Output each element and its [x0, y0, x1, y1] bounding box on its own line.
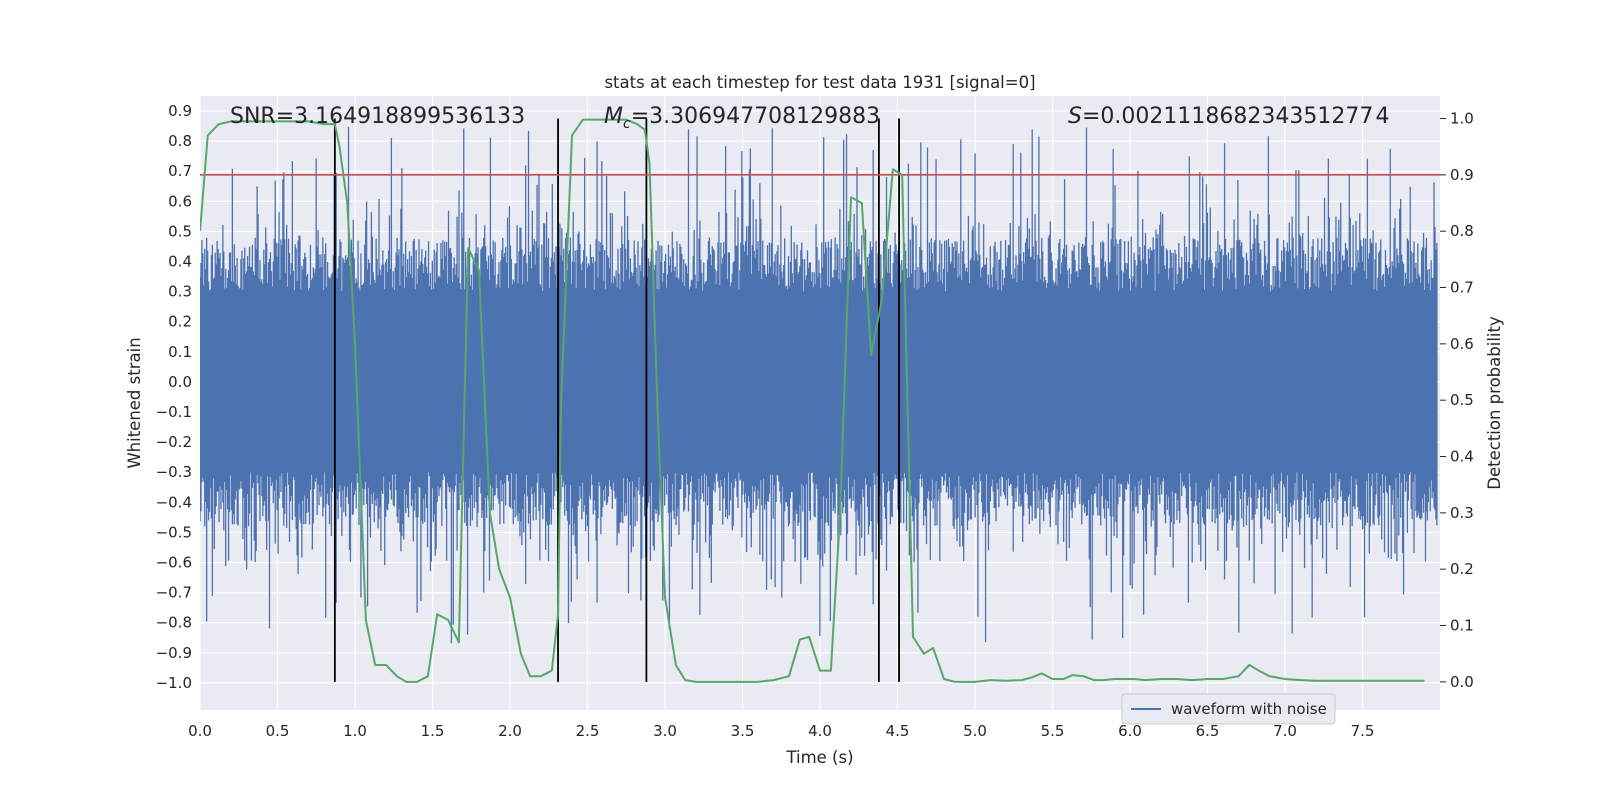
y-left-tick-label: −0.6 [156, 554, 192, 572]
y-left-tick-label: 0.6 [168, 192, 192, 210]
probability-overlay [200, 118, 1440, 683]
x-tick-label: 0.5 [266, 722, 290, 740]
y-right-tick-label: 0.5 [1450, 391, 1474, 409]
snr-value: =3.164918899536133 [276, 104, 525, 129]
probability-line [200, 118, 1425, 683]
y-right-tick-label: 0.2 [1450, 560, 1474, 578]
x-tick-label: 3.5 [731, 722, 755, 740]
x-tick-label: 7.0 [1273, 722, 1297, 740]
chirp-mass-annotation: Mc=3.306947708129883 [604, 104, 880, 132]
y-left-tick-label: −0.3 [156, 463, 192, 481]
x-tick-label: 4.5 [886, 722, 910, 740]
spin-annotation: S=0.002111868234351277 4 [1068, 104, 1390, 129]
x-tick-label: 4.0 [808, 722, 832, 740]
x-tick-label: 1.0 [343, 722, 367, 740]
x-tick-label: 5.0 [963, 722, 987, 740]
y-right-tick-label: 0.0 [1450, 673, 1474, 691]
chart-title: stats at each timestep for test data 193… [604, 73, 1035, 92]
chirp-mass-value: =3.306947708129883 [631, 104, 880, 129]
legend-box [1121, 693, 1336, 725]
x-tick-label: 6.0 [1118, 722, 1142, 740]
y-right-tick-label: 0.9 [1450, 166, 1474, 184]
y-left-tick-label: 0.2 [168, 313, 192, 331]
y-right-tick-label: 0.1 [1450, 617, 1474, 635]
y-left-tick-label: 0.9 [168, 102, 192, 120]
y-left-tick-label: −1.0 [156, 674, 192, 692]
y-right-tick-label: 0.7 [1450, 279, 1474, 297]
x-axis-label: Time (s) [785, 748, 853, 767]
snr-symbol: SNR [230, 104, 276, 129]
spin-symbol: S [1068, 104, 1082, 129]
y-left-tick-label: 0.0 [168, 373, 192, 391]
y-left-tick-label: −0.8 [156, 614, 192, 632]
y-left-tick-label: −0.5 [156, 523, 192, 541]
x-tick-label: 5.5 [1041, 722, 1065, 740]
y-left-tick-label: −0.1 [156, 403, 192, 421]
y-left-tick-label: 0.4 [168, 253, 192, 271]
x-tick-label: 6.5 [1196, 722, 1220, 740]
vertical-markers [333, 118, 900, 682]
chirp-mass-symbol: M [604, 104, 623, 129]
chirp-mass-subscript: c [623, 116, 631, 132]
y-right-tick-label: 1.0 [1450, 110, 1474, 128]
x-tick-label: 1.5 [421, 722, 445, 740]
snr-annotation: SNR=3.164918899536133 [230, 104, 525, 129]
y-left-tick-label: −0.2 [156, 433, 192, 451]
x-tick-label: 2.0 [498, 722, 522, 740]
y-left-tick-label: 0.1 [168, 343, 192, 361]
y-left-tick-label: −0.9 [156, 644, 192, 662]
y-left-tick-label: 0.7 [168, 162, 192, 180]
legend: waveform with noise [1121, 693, 1336, 725]
y-right-tick-label: 0.4 [1450, 448, 1474, 466]
x-tick-label: 3.0 [653, 722, 677, 740]
x-tick-label: 7.5 [1351, 722, 1375, 740]
x-tick-label: 2.5 [576, 722, 600, 740]
y-left-tick-label: 0.8 [168, 132, 192, 150]
y-axis-left-label: Whitened strain [125, 337, 144, 468]
y-left-tick-label: 0.5 [168, 222, 192, 240]
x-tick-label: 0.0 [188, 722, 212, 740]
y-left-tick-label: −0.7 [156, 584, 192, 602]
y-axis-right-label: Detection probability [1485, 316, 1504, 490]
spin-value: =0.002111868234351277 4 [1082, 104, 1390, 129]
y-left-tick-label: −0.4 [156, 493, 192, 511]
y-right-tick-label: 0.8 [1450, 222, 1474, 240]
legend-label: waveform with noise [1171, 700, 1327, 718]
y-right-tick-label: 0.6 [1450, 335, 1474, 353]
axis-ticks: 0.0 0.5 1.0 1.5 2.0 2.5 3.0 3.5 4.0 4.5 5.0 5.5 6.0 6… [156, 102, 1474, 740]
waveform-core [200, 291, 1437, 473]
waveform-series [200, 126, 1438, 644]
y-right-tick-label: 0.3 [1450, 504, 1474, 522]
y-left-tick-label: 0.3 [168, 283, 192, 301]
